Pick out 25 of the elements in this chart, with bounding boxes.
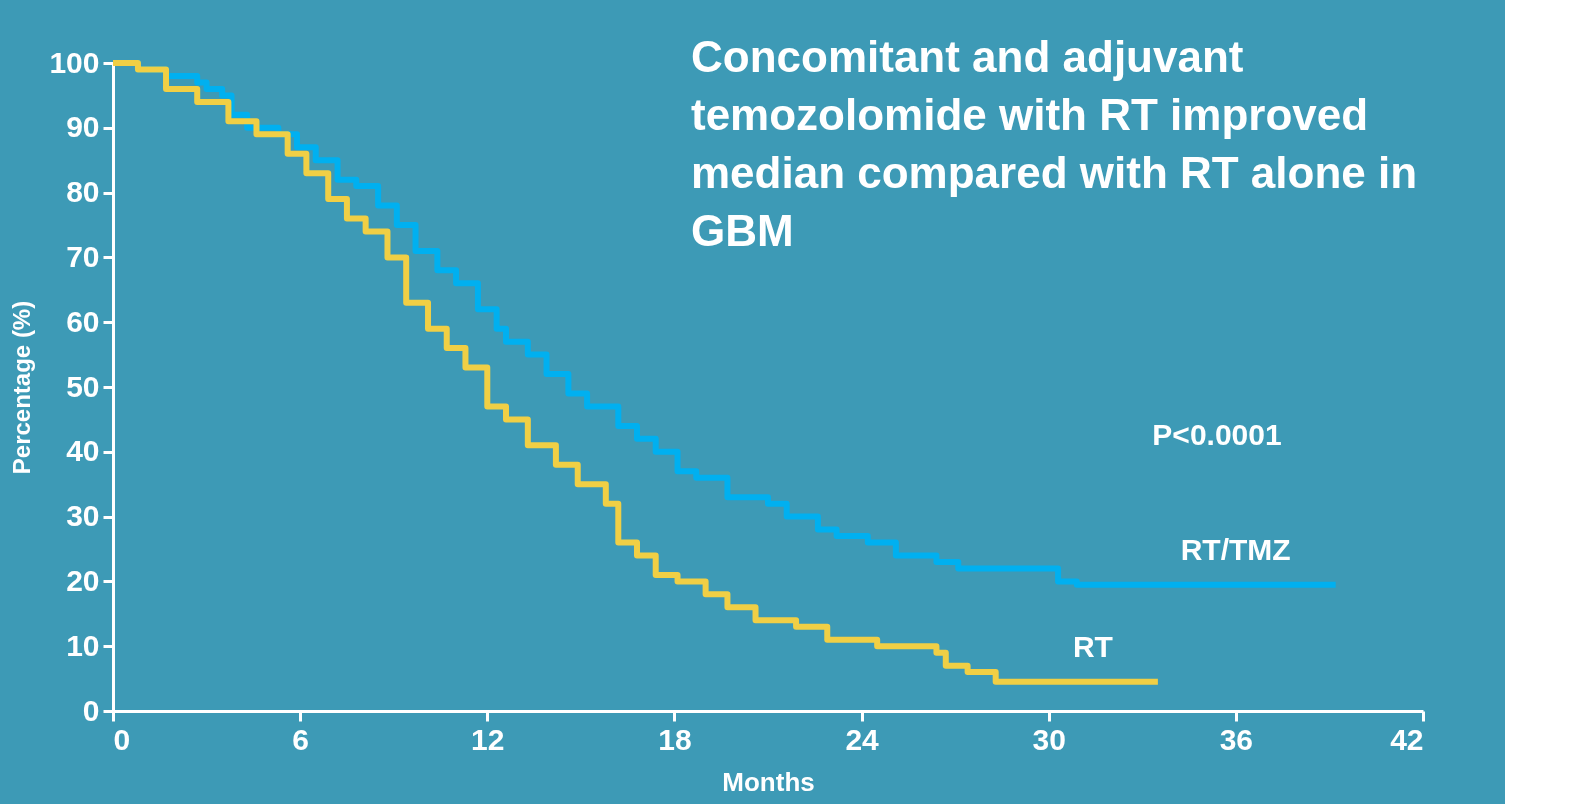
x-tick-label: 42 — [1390, 722, 1424, 756]
x-tick-label: 24 — [845, 722, 880, 756]
y-tick-label: 100 — [49, 45, 100, 79]
x-axis-title: Months — [722, 766, 815, 797]
y-tick-label: 10 — [66, 628, 100, 662]
x-tick-label: 36 — [1219, 722, 1254, 756]
y-tick-label: 90 — [66, 110, 100, 144]
y-tick-label: 50 — [66, 369, 100, 403]
annotation: P<0.0001 — [1152, 418, 1282, 451]
text: Concomitant and adjuvant temozolomide with RT improved median compared with RT alone in GBM — [691, 32, 1418, 255]
y-tick-label: 0 — [82, 693, 100, 727]
y-axis-title: Percentage (%) — [8, 300, 36, 475]
series-label: RT — [1072, 629, 1113, 663]
x-tick-label: 30 — [1032, 722, 1066, 756]
y-tick-label: 80 — [66, 175, 100, 209]
x-tick-label: 6 — [292, 722, 309, 756]
y-tick-label: 20 — [66, 563, 100, 597]
y-tick-label: 30 — [66, 499, 100, 533]
series-label: RT/TMZ — [1180, 532, 1291, 566]
x-tick-label: 12 — [471, 722, 505, 756]
y-tick-label: 60 — [66, 304, 100, 338]
y-tick-label: 40 — [66, 434, 100, 468]
y-tick-label: 70 — [66, 239, 100, 273]
x-tick-label: 0 — [113, 722, 131, 756]
x-tick-label: 18 — [658, 722, 692, 756]
